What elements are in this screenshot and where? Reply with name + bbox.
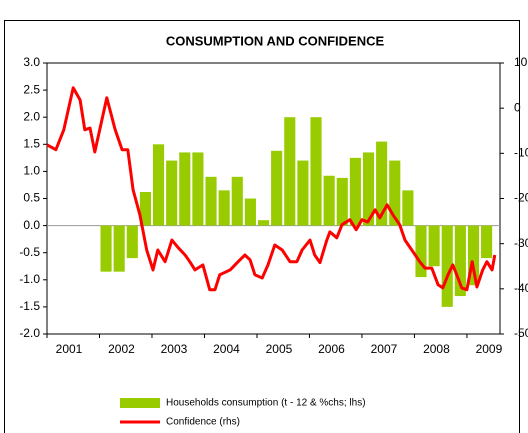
y-tick-label: -1.0	[19, 272, 40, 286]
bar	[441, 225, 453, 307]
legend-label: Households consumption (t - 12 & %chs; l…	[166, 398, 366, 409]
x-tick-label: 2003	[161, 342, 188, 356]
x-tick-label: 2005	[266, 342, 293, 356]
x-tick-label: 2006	[318, 342, 345, 356]
x-tick-label: 2008	[423, 342, 450, 356]
x-tick-label: 2007	[371, 342, 398, 356]
bar	[244, 198, 256, 226]
y2-tick-label: -30	[514, 236, 528, 250]
bar	[415, 225, 427, 278]
bar	[257, 220, 270, 226]
y-tick-label: 0.5	[23, 191, 40, 205]
y-tick-label: -2.0	[19, 326, 40, 340]
y2-tick-label: -20	[514, 191, 528, 205]
y-tick-label: 0.0	[23, 218, 40, 232]
line	[46, 86, 497, 292]
legend-label: Confidence (rhs)	[166, 417, 240, 428]
bar	[402, 190, 414, 226]
y2-tick-label: -10	[514, 146, 528, 160]
bar	[139, 191, 151, 226]
y-tick-label: 2.0	[23, 109, 40, 123]
bar	[362, 152, 375, 226]
y-tick-label: 2.5	[23, 82, 40, 96]
bar	[100, 225, 112, 272]
x-tick-label: 2009	[476, 342, 503, 356]
bar	[481, 225, 493, 259]
y-tick-label: 1.5	[23, 136, 40, 150]
bar	[428, 225, 440, 267]
bar	[271, 150, 283, 226]
x-tick-label: 2004	[213, 342, 240, 356]
y2-tick-label: -50	[514, 326, 528, 340]
y-tick-label: -1.5	[19, 299, 40, 313]
bar	[310, 117, 322, 226]
x-tick-label: 2002	[108, 342, 135, 356]
bar	[336, 177, 348, 226]
y-tick-label: 1.0	[23, 164, 40, 178]
bar	[323, 175, 335, 226]
legend-swatch	[120, 398, 160, 408]
bar	[205, 176, 217, 226]
bar	[376, 141, 388, 226]
y-tick-label: 3.0	[23, 55, 40, 69]
bar	[192, 152, 204, 226]
y2-tick-label: -40	[514, 281, 528, 295]
bar	[389, 160, 401, 226]
bar	[113, 225, 125, 272]
y-tick-label: -0.5	[19, 245, 40, 259]
bar	[231, 176, 243, 226]
bar	[297, 160, 309, 226]
bar	[166, 160, 178, 226]
bar	[179, 152, 191, 226]
bar	[454, 225, 466, 297]
x-tick-label: 2001	[56, 342, 83, 356]
y2-tick-label: 0	[514, 100, 521, 114]
bar	[349, 157, 361, 226]
chart-title: CONSUMPTION AND CONFIDENCE	[166, 33, 385, 48]
chart-frame	[4, 20, 520, 433]
y2-tick-label: 10	[514, 55, 528, 69]
bar	[152, 144, 165, 226]
bar	[467, 225, 480, 286]
bar	[284, 117, 296, 226]
bar	[126, 225, 138, 259]
bar	[218, 190, 230, 226]
